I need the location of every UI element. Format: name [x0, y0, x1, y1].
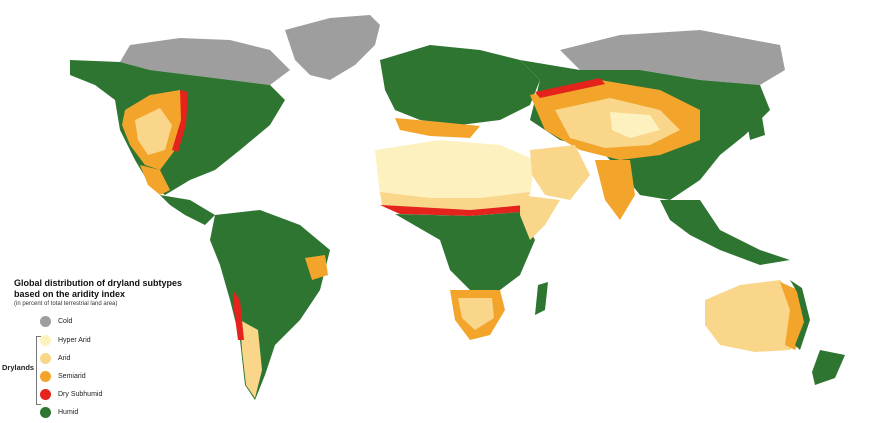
greenland-region: [285, 15, 380, 80]
legend-title-line2: based on the aridity index: [14, 289, 126, 299]
legend-item-label: Hyper Arid: [58, 336, 91, 344]
legend-item-cold: Cold: [40, 314, 72, 328]
south-america-humid: [210, 210, 330, 400]
brazil-northeast-dryland: [305, 255, 328, 280]
new-zealand-humid: [812, 350, 845, 385]
madagascar-humid: [535, 282, 548, 315]
legend-item-semiarid: Semiarid: [40, 369, 86, 383]
drylands-group-label: Drylands: [2, 363, 35, 372]
gobi-hyper-arid: [610, 112, 660, 138]
legend-title: Global distribution of dryland subtypes …: [14, 278, 244, 300]
north-america-arid: [135, 108, 172, 155]
horn-of-africa-dryland: [520, 195, 560, 240]
kalahari-arid: [458, 298, 494, 330]
australia-humid-east: [790, 280, 810, 350]
great-plains-dry-subhumid: [172, 90, 188, 152]
india-dryland: [595, 160, 635, 220]
legend-item-humid: Humid: [40, 405, 78, 419]
steppe-dry-subhumid: [535, 78, 605, 98]
patagonia-dryland: [240, 320, 262, 398]
legend-subtitle: (in percent of total terrestrial land ar…: [14, 301, 118, 307]
drylands-bracket: [36, 336, 41, 405]
japan-humid: [745, 105, 765, 140]
legend-swatch: [40, 406, 51, 418]
sahel-dry-subhumid: [380, 205, 525, 216]
central-africa-humid: [395, 212, 535, 290]
southeast-asia-humid: [660, 200, 790, 265]
legend-item-label: Cold: [58, 317, 73, 325]
siberia-cold-region: [560, 30, 785, 85]
legend-swatch: [40, 370, 51, 382]
europe-humid: [380, 45, 540, 125]
central-america-humid: [160, 195, 215, 225]
legend-swatch: [40, 315, 51, 327]
australia-arid: [705, 280, 805, 352]
mediterranean-dryland: [395, 118, 480, 138]
sahara-hyper-arid: [375, 140, 535, 200]
arabia-dryland: [530, 145, 590, 200]
legend-item-dry-subhumid: Dry Subhumid: [40, 387, 102, 401]
map-legend: Global distribution of dryland subtypes …: [14, 278, 244, 307]
legend-item-hyper-arid: Hyper Arid: [40, 333, 91, 347]
legend-item-label: Humid: [58, 408, 79, 416]
legend-title-line1: Global distribution of dryland subtypes: [14, 278, 183, 288]
legend-swatch: [40, 334, 51, 346]
andes-dry-subhumid: [233, 290, 244, 340]
canadian-arctic-region: [120, 38, 290, 85]
sahel-arid: [380, 192, 530, 210]
legend-item-arid: Arid: [40, 351, 70, 365]
mexico-region: [140, 165, 170, 195]
legend-item-label: Dry Subhumid: [58, 390, 103, 398]
legend-swatch: [40, 388, 51, 400]
legend-swatch: [40, 352, 51, 364]
legend-item-label: Semiarid: [58, 372, 86, 380]
legend-item-label: Arid: [58, 354, 71, 362]
